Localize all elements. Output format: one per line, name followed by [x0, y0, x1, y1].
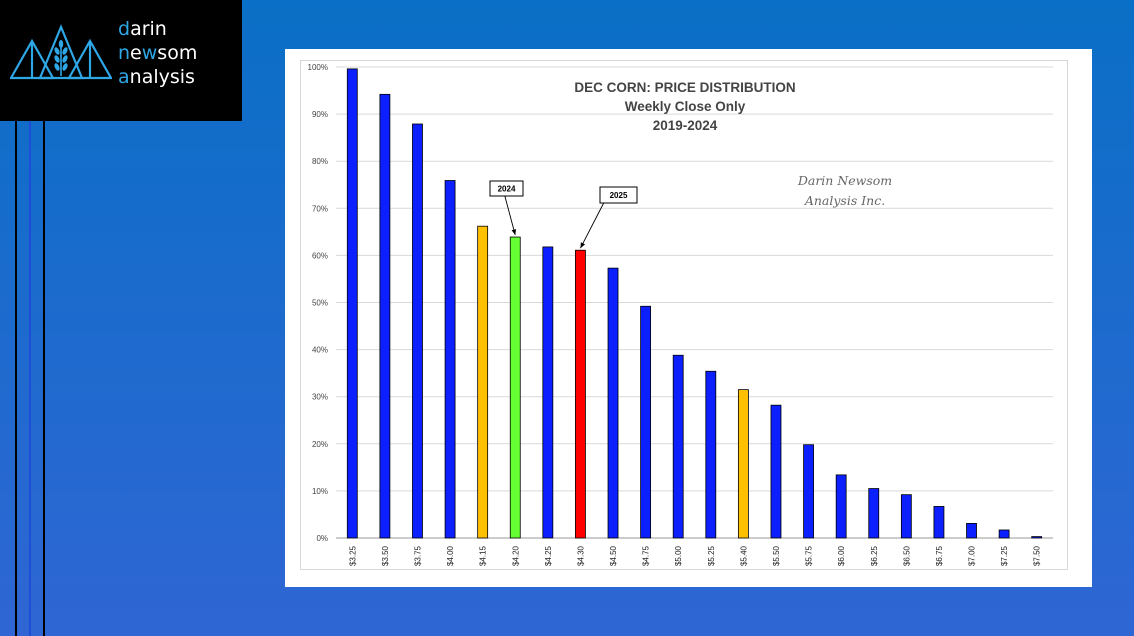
x-tick-label: $6.25: [870, 545, 879, 566]
bar: [835, 474, 847, 539]
bar: [966, 522, 977, 539]
decorative-line: [15, 121, 17, 636]
logo-wordmark: darin newsom analysis: [118, 17, 197, 89]
y-tick-label: 10%: [312, 487, 328, 496]
x-tick-label: $4.20: [511, 545, 520, 566]
decorative-line: [29, 121, 31, 636]
y-tick-label: 0%: [316, 534, 328, 543]
logo-letter: w: [141, 42, 158, 64]
chart-subtitle: Weekly Close Only: [624, 99, 746, 114]
mountain-wheat-icon: [10, 24, 112, 80]
logo-line-newsom: newsom: [118, 41, 197, 65]
y-tick-label: 100%: [308, 63, 328, 72]
bar: [412, 123, 423, 539]
logo-line-darin: darin: [118, 17, 197, 41]
logo-letter: d: [118, 18, 131, 40]
x-tick-label: $6.00: [837, 545, 846, 566]
logo-text-part: arin: [130, 18, 167, 40]
annotation-arrow: [580, 202, 605, 249]
annotation-arrow: [504, 195, 516, 236]
x-tick-label: $6.75: [935, 545, 944, 566]
x-tick-label: $4.75: [642, 545, 651, 566]
bar: [607, 267, 619, 539]
x-tick-label: $3.25: [348, 545, 357, 566]
bar: [998, 529, 1010, 539]
logo-text-part: e: [130, 42, 142, 64]
y-tick-label: 90%: [312, 110, 328, 119]
bar: [379, 93, 391, 539]
bar: [444, 180, 456, 539]
bar: [705, 370, 717, 539]
watermark-line2: Analysis Inc.: [804, 193, 886, 208]
y-tick-label: 70%: [312, 204, 328, 213]
x-tick-label: $5.50: [772, 545, 781, 566]
x-tick-label: $7.50: [1033, 545, 1042, 566]
bar: [640, 305, 652, 539]
bar: [509, 236, 521, 539]
x-tick-label: $7.00: [968, 545, 977, 566]
x-tick-label: $5.25: [707, 545, 716, 566]
x-tick-label: $3.75: [413, 545, 422, 566]
decorative-line: [43, 121, 45, 636]
chart-title: DEC CORN: PRICE DISTRIBUTION: [574, 80, 796, 95]
logo-box: darin newsom analysis: [0, 0, 242, 121]
x-tick-label: $6.50: [902, 545, 911, 566]
x-tick-label: $4.50: [609, 545, 618, 566]
x-tick-label: $5.75: [805, 545, 814, 566]
annotation-box: [599, 186, 638, 204]
bar: [1031, 536, 1043, 539]
annotation-box: [489, 180, 524, 197]
x-tick-label: $4.15: [479, 545, 488, 566]
annotation-label: 2025: [610, 191, 628, 200]
y-tick-label: 20%: [312, 440, 328, 449]
logo-text-part: nalysis: [129, 66, 195, 88]
bar: [672, 354, 684, 539]
chart-title-block: DEC CORN: PRICE DISTRIBUTION Weekly Clos…: [520, 78, 850, 135]
y-tick-label: 80%: [312, 157, 328, 166]
y-tick-label: 30%: [312, 393, 328, 402]
bar: [542, 246, 554, 539]
y-tick-label: 40%: [312, 346, 328, 355]
bar: [575, 249, 586, 539]
bar: [737, 389, 749, 539]
logo-letter: a: [118, 66, 130, 88]
x-tick-label: $4.00: [446, 545, 455, 566]
annotation-arrowhead: [580, 242, 586, 249]
bar: [933, 506, 945, 539]
x-tick-label: $4.25: [544, 545, 553, 566]
bar: [477, 225, 489, 539]
chart-subtitle-years: 2019-2024: [652, 118, 718, 133]
y-tick-label: 50%: [312, 299, 328, 308]
x-tick-label: $5.40: [739, 545, 748, 566]
logo-letter: n: [118, 42, 131, 64]
watermark: Darin Newsom Analysis Inc.: [770, 171, 920, 211]
watermark-line1: Darin Newsom: [797, 173, 893, 188]
bar: [803, 444, 814, 539]
annotation-arrowhead: [511, 229, 517, 236]
bar: [770, 404, 782, 539]
x-tick-label: $4.30: [576, 545, 585, 566]
x-tick-label: $3.50: [381, 545, 390, 566]
x-tick-label: $7.25: [1000, 545, 1009, 566]
x-tick-label: $5.00: [674, 545, 683, 566]
bar: [346, 68, 358, 539]
logo-line-analysis: analysis: [118, 65, 197, 89]
chart-frame: [300, 60, 1068, 570]
y-tick-label: 60%: [312, 251, 328, 260]
logo-text-part: som: [157, 42, 198, 64]
bar: [900, 494, 912, 539]
annotation-label: 2024: [498, 185, 516, 194]
bar: [868, 488, 880, 539]
